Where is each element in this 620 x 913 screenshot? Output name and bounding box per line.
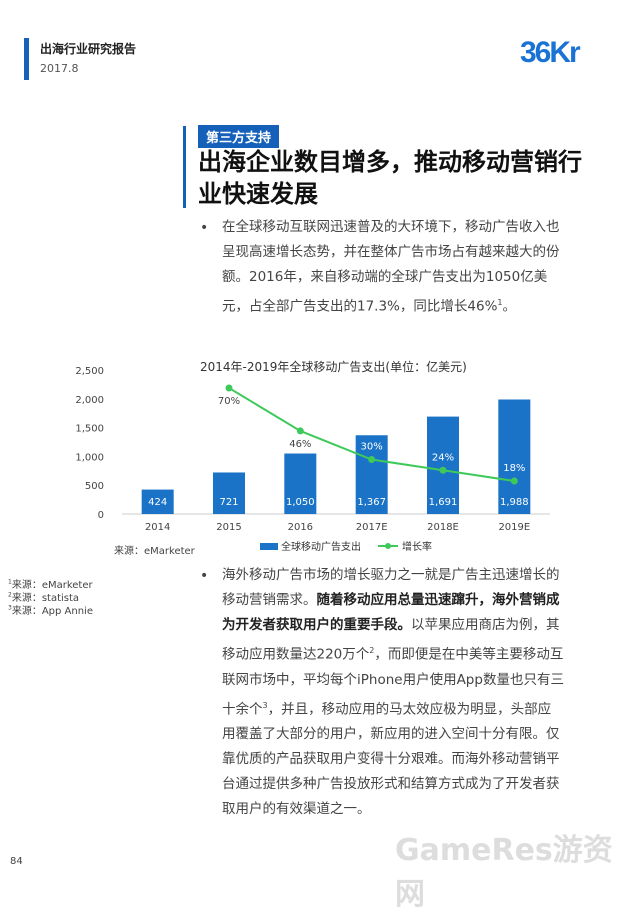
bar-2016: [284, 453, 317, 514]
chart-source: 来源：eMarketer: [114, 546, 195, 557]
y-tick-label: 2,500: [75, 366, 104, 377]
page-headline: 出海企业数目增多，推动移动营销行业快速发展: [198, 148, 582, 208]
bar-value-label: 1,050: [286, 497, 315, 508]
brand-logo: 36Kr: [520, 36, 581, 69]
bar-2019E: [498, 399, 531, 514]
legend-bar-label: 全球移动广告支出: [281, 540, 361, 553]
growth-point: [296, 427, 304, 435]
y-tick-label: 2,000: [75, 395, 104, 406]
bar-value-label: 1,367: [357, 497, 386, 508]
growth-label: 46%: [289, 439, 311, 450]
bullet-2: •: [200, 568, 209, 584]
x-tick-label: 2016: [288, 522, 313, 533]
watermark: GameRes游资网: [395, 833, 613, 912]
bar-2018E: [427, 416, 459, 514]
y-tick-label: 1,000: [75, 452, 104, 463]
bar-2017E: [355, 435, 388, 514]
bar-2015: [213, 472, 245, 514]
growth-point: [225, 384, 233, 392]
legend-line-dot: [385, 543, 391, 549]
paragraph-1: 在全球移动互联网迅速普及的大环境下，移动广告收入也呈现高速增长态势，并在整体广告…: [222, 219, 560, 315]
x-tick-label: 2019E: [498, 522, 530, 533]
x-tick-label: 2018E: [427, 522, 459, 533]
report-date: 2017.8: [40, 62, 79, 75]
y-tick-label: 0: [98, 510, 104, 521]
bar-2014: [141, 489, 174, 514]
legend-line-label: 增长率: [402, 540, 432, 553]
page-number: 84: [10, 856, 23, 867]
growth-label: 24%: [432, 452, 454, 463]
bar-value-label: 721: [219, 497, 238, 508]
report-title: 出海行业研究报告: [40, 42, 137, 56]
growth-point: [368, 456, 376, 464]
x-tick-label: 2017E: [356, 522, 388, 533]
bar-value-label: 424: [148, 497, 167, 508]
x-tick-label: 2014: [145, 522, 170, 533]
bar-value-label: 1,691: [429, 497, 458, 508]
header-accent-bar: [24, 38, 29, 80]
growth-point: [510, 477, 518, 485]
y-tick-label: 1,500: [75, 424, 104, 435]
y-tick-label: 500: [85, 481, 104, 492]
legend-bar-swatch: [260, 543, 278, 550]
section-accent-line: [183, 126, 186, 208]
growth-label: 70%: [218, 396, 240, 407]
footnote-3: 3来源：App Annie: [8, 604, 93, 617]
growth-label: 18%: [503, 463, 525, 474]
footnote-2: 2来源：statista: [8, 591, 80, 604]
footnote-1: 1来源：eMarketer: [8, 578, 93, 591]
chart-title: 2014年-2019年全球移动广告支出(单位：亿美元): [200, 360, 467, 374]
paragraph-2: 海外移动广告市场的增长驱力之一就是广告主迅速增长的移动营销需求。随着移动应用总量…: [222, 567, 564, 817]
x-tick-label: 2015: [216, 522, 241, 533]
bar-value-label: 1,988: [500, 497, 529, 508]
growth-label: 30%: [361, 442, 383, 453]
growth-point: [439, 466, 447, 474]
section-tag: 第三方支持: [198, 125, 280, 148]
bullet-1: •: [200, 220, 209, 236]
mobile-ad-spend-chart: 0 500 1,000 1,500 2,000 2,500 424 2014 721 2015 1,…: [75, 366, 550, 553]
